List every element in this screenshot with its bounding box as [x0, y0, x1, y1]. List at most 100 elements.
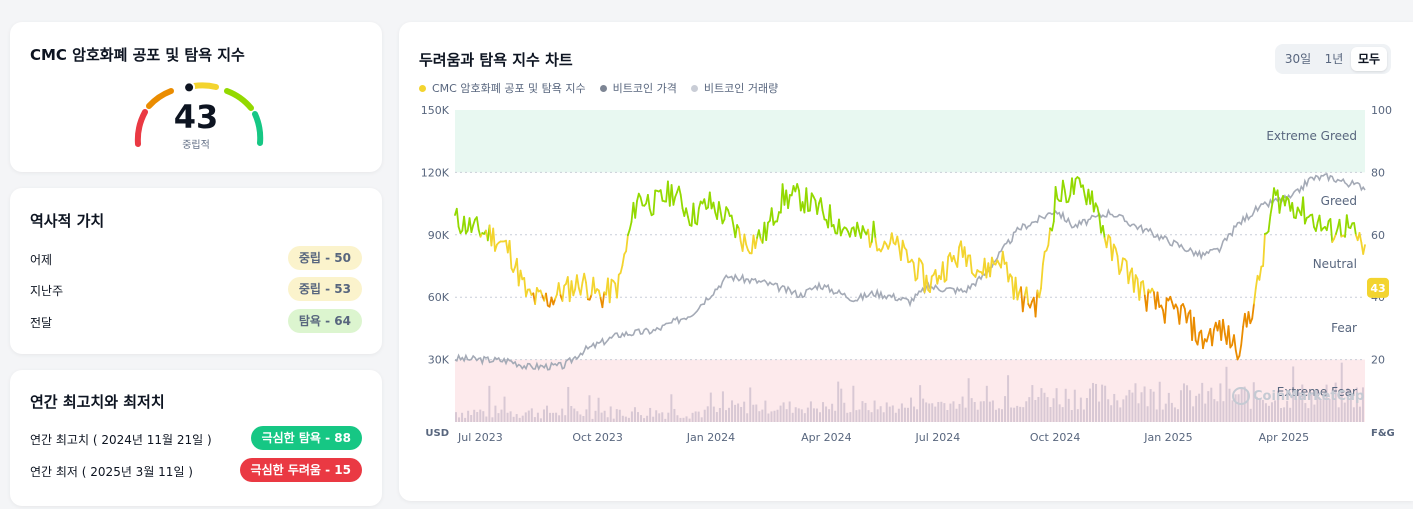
fear-greed-segment — [1302, 196, 1306, 225]
volume-bar — [1028, 397, 1031, 422]
fear-greed-segment — [1254, 274, 1259, 290]
fear-greed-segment — [905, 249, 910, 264]
yearly-high-row: 연간 최고치 ( 2024년 11월 21일 ) 극심한 탐욕 - 88 — [30, 426, 362, 452]
fear-greed-segment — [1247, 311, 1252, 325]
volume-bar — [682, 417, 685, 422]
volume-bar — [515, 414, 518, 422]
volume-bar — [958, 403, 961, 422]
gauge-segment-neutral — [191, 82, 219, 90]
fear-greed-segment — [1163, 297, 1168, 324]
fear-greed-segment — [1067, 194, 1072, 203]
range-selector: 30일 1년 모두 — [1275, 44, 1391, 74]
volume-bar — [1107, 399, 1110, 422]
fear-greed-segment — [1358, 231, 1363, 244]
volume-bar — [794, 407, 797, 422]
fear-greed-segment — [1202, 338, 1206, 350]
volume-bar — [1104, 385, 1107, 422]
volume-bar — [1001, 409, 1003, 422]
yearly-high-badge: 극심한 탐욕 - 88 — [250, 426, 362, 450]
fear-greed-segment — [1005, 261, 1010, 283]
volume-bar — [1040, 388, 1043, 422]
x-axis-tick-label: Jul 2023 — [457, 431, 503, 444]
volume-bar — [670, 394, 673, 422]
legend-item-fear-greed[interactable]: CMC 암호화폐 공포 및 탐욕 지수 — [419, 80, 586, 96]
fear-greed-segment — [1125, 260, 1130, 285]
fear-greed-segment — [1318, 214, 1323, 232]
fear-greed-segment — [828, 204, 833, 228]
fear-greed-segment — [628, 220, 633, 231]
fear-greed-segment — [1063, 188, 1068, 204]
fear-greed-segment — [1227, 325, 1232, 349]
fear-greed-segment — [1102, 224, 1106, 240]
volume-bar — [743, 401, 746, 422]
x-axis-tick-label: Jan 2024 — [686, 431, 735, 444]
fear-greed-segment — [901, 239, 906, 249]
volume-bar — [1283, 407, 1286, 422]
volume-bar — [618, 409, 621, 422]
volume-bar — [937, 402, 940, 422]
volume-bar — [849, 412, 852, 422]
volume-bar — [955, 408, 958, 422]
volume-bar — [843, 402, 846, 422]
volume-bar — [1134, 383, 1137, 422]
volume-bar — [1316, 390, 1319, 422]
volume-bar — [612, 418, 615, 422]
volume-bar — [1128, 389, 1131, 422]
history-label: 전달 — [30, 316, 53, 330]
volume-bar — [1167, 392, 1170, 422]
fear-greed-segment — [787, 194, 791, 210]
fear-greed-segment — [712, 201, 717, 214]
range-button-1y[interactable]: 1년 — [1324, 52, 1344, 66]
fear-greed-segment — [601, 291, 606, 309]
volume-bar — [609, 406, 612, 422]
fear-greed-segment — [1185, 312, 1190, 324]
volume-bar — [806, 407, 809, 422]
legend-item-btc-price[interactable]: 비트코인 가격 — [599, 80, 677, 96]
volume-bar — [1210, 387, 1213, 422]
right-axis-tick-label: 60 — [1371, 229, 1385, 242]
volume-bar — [1334, 382, 1337, 422]
historical-values-card: 역사적 가치 어제 중립 - 50 지난주 중립 - 53 전달 탐욕 - 64 — [10, 188, 382, 354]
volume-bar — [1277, 390, 1280, 422]
left-axis-tick-label: 90K — [428, 229, 450, 242]
fear-greed-segment — [770, 207, 775, 226]
legend-item-btc-volume[interactable]: 비트코인 거래량 — [690, 80, 778, 96]
volume-bar — [591, 418, 594, 422]
volume-bar — [555, 412, 558, 422]
volume-bar — [512, 416, 515, 422]
volume-bar — [709, 392, 712, 422]
volume-bar — [606, 417, 609, 422]
fear-greed-segment — [463, 215, 467, 235]
volume-bar — [1304, 403, 1307, 422]
volume-bar — [1307, 408, 1310, 422]
fear-greed-segment — [1156, 291, 1161, 308]
volume-bar — [870, 412, 873, 422]
volume-bar — [1195, 395, 1198, 422]
left-axis-tick-label: 120K — [421, 166, 450, 179]
volume-bar — [1216, 401, 1219, 422]
range-button-all[interactable]: 모두 — [1351, 47, 1387, 71]
volume-bar — [1070, 409, 1073, 422]
fear-greed-segment — [1045, 244, 1050, 252]
fear-greed-segment — [887, 242, 891, 250]
coinmarketcap-logo-icon — [1232, 387, 1250, 405]
fear-greed-segment — [1269, 203, 1274, 217]
volume-bar — [1340, 362, 1343, 422]
volume-bar — [1088, 388, 1091, 422]
fear-greed-segment — [646, 193, 651, 210]
volume-bar — [840, 388, 843, 422]
range-button-30d[interactable]: 30일 — [1284, 52, 1312, 66]
fear-greed-segment — [523, 276, 527, 298]
volume-bar — [967, 378, 970, 422]
volume-bar — [1046, 397, 1049, 422]
volume-bar — [925, 402, 928, 422]
volume-bar — [470, 415, 473, 422]
yearly-low-badge: 극심한 두려움 - 15 — [239, 458, 362, 482]
volume-bar — [500, 409, 503, 422]
volume-bar — [788, 401, 791, 422]
volume-bar — [585, 409, 588, 422]
fear-greed-segment — [969, 254, 973, 274]
volume-bar — [1361, 387, 1364, 422]
volume-bar — [873, 400, 876, 422]
volume-bar — [831, 403, 834, 422]
